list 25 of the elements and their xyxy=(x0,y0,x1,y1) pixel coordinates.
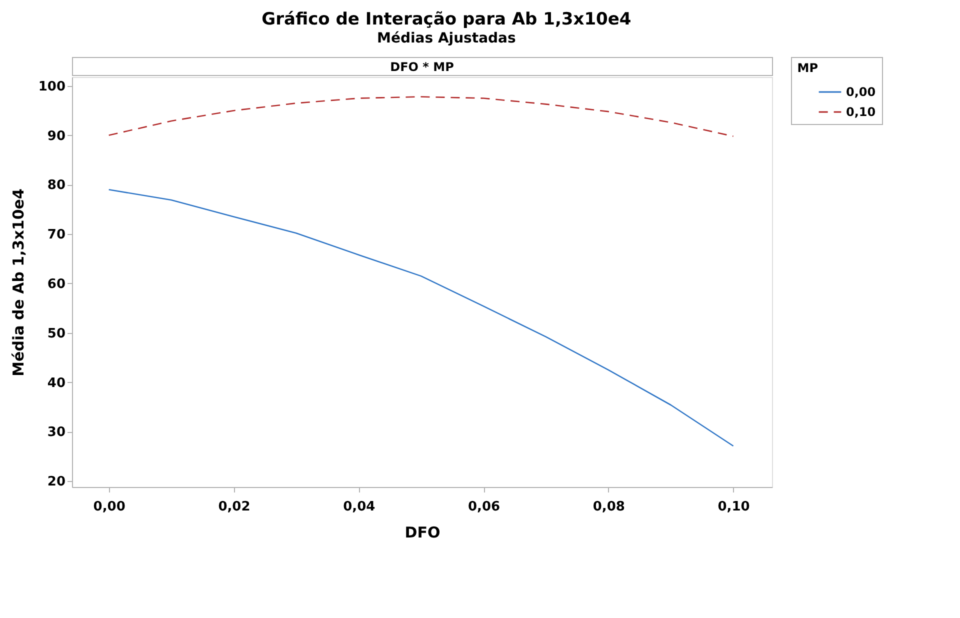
line-series xyxy=(108,188,734,447)
x-tick-label: 0,10 xyxy=(718,500,750,514)
x-tick-label: 0,08 xyxy=(592,500,625,514)
y-tick-label: 100 xyxy=(38,79,66,94)
x-tick-label: 0,00 xyxy=(93,500,126,514)
y-tick-label: 20 xyxy=(47,474,66,490)
y-tick-label: 80 xyxy=(47,178,66,194)
y-tick-label: 60 xyxy=(47,276,66,292)
chart-title: Gráfico de Interação para Ab 1,3x10e4 xyxy=(262,10,632,30)
x-tick-label: 0,04 xyxy=(343,500,376,514)
x-tick-label: 0,06 xyxy=(468,500,500,514)
legend-label: 0,10 xyxy=(846,105,876,119)
y-axis-title: Média de Ab 1,3x10e4 xyxy=(9,188,28,376)
y-tick-label: 40 xyxy=(47,376,66,391)
y-tick-label: 90 xyxy=(47,128,66,144)
legend-title: MP xyxy=(797,61,818,75)
text: DFO * MP xyxy=(390,60,454,74)
y-tick-label: 30 xyxy=(47,425,66,440)
line-series xyxy=(108,96,734,137)
x-axis-title: DFO xyxy=(404,524,440,542)
y-tick-label: 70 xyxy=(47,228,66,243)
y-tick-label: 50 xyxy=(47,326,66,342)
chart-subtitle: Médias Ajustadas xyxy=(377,30,516,46)
legend-label: 0,00 xyxy=(846,85,876,99)
x-tick-label: 0,02 xyxy=(218,500,250,514)
